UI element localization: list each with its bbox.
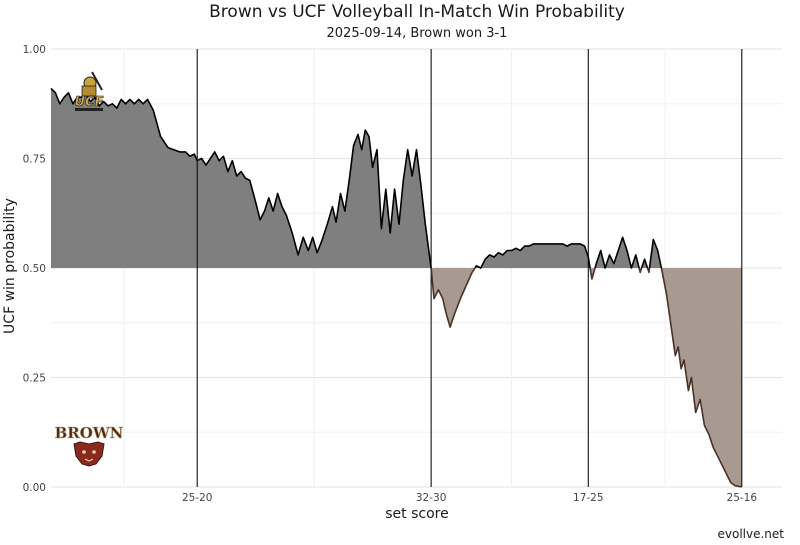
- y-tick-label: 0.00: [23, 482, 46, 494]
- probability-line-segment: [589, 267, 596, 280]
- y-tick-label: 1.00: [23, 44, 46, 56]
- y-tick-label: 0.25: [23, 373, 46, 385]
- probability-line-segment: [648, 238, 663, 269]
- probability-line-segment: [646, 267, 651, 274]
- probability-line-segment: [474, 243, 591, 269]
- credit-text: evollve.net: [717, 527, 785, 541]
- x-axis-label: set score: [385, 506, 449, 522]
- brown-area: [431, 268, 475, 328]
- probability-line-segment: [638, 267, 643, 274]
- ucf-logo-text: UCF: [75, 95, 104, 110]
- chart-subtitle: 2025-09-14, Brown won 3-1: [326, 26, 508, 41]
- x-tick-label: 32-30: [416, 492, 447, 504]
- ucf-area: [595, 237, 640, 268]
- probability-line-segment: [430, 267, 476, 328]
- x-tick-label: 25-16: [727, 492, 758, 504]
- chart-title: Brown vs UCF Volleyball In-Match Win Pro…: [209, 2, 625, 22]
- ucf-logo: UCF: [74, 71, 104, 111]
- brown-area: [661, 268, 742, 487]
- y-tick-labels: 0.00 0.25 0.50 0.75 1.00: [23, 44, 46, 494]
- brown-logo-text: BROWN: [55, 424, 124, 442]
- x-tick-labels: 25-20 32-30 17-25 25-16: [182, 492, 757, 504]
- probability-line-segment: [50, 87, 432, 269]
- probability-line-segment: [660, 267, 742, 488]
- y-tick-label: 0.50: [23, 263, 46, 275]
- y-tick-label: 0.75: [23, 154, 46, 166]
- probability-line-segment: [640, 258, 649, 269]
- x-tick-label: 25-20: [182, 492, 213, 504]
- brown-logo: BROWN: [54, 424, 124, 467]
- probability-areas: [51, 88, 742, 487]
- probability-line: [50, 87, 742, 488]
- ucf-area: [474, 243, 591, 268]
- ucf-area: [51, 88, 432, 269]
- x-tick-label: 17-25: [573, 492, 604, 504]
- probability-line-segment: [594, 236, 640, 269]
